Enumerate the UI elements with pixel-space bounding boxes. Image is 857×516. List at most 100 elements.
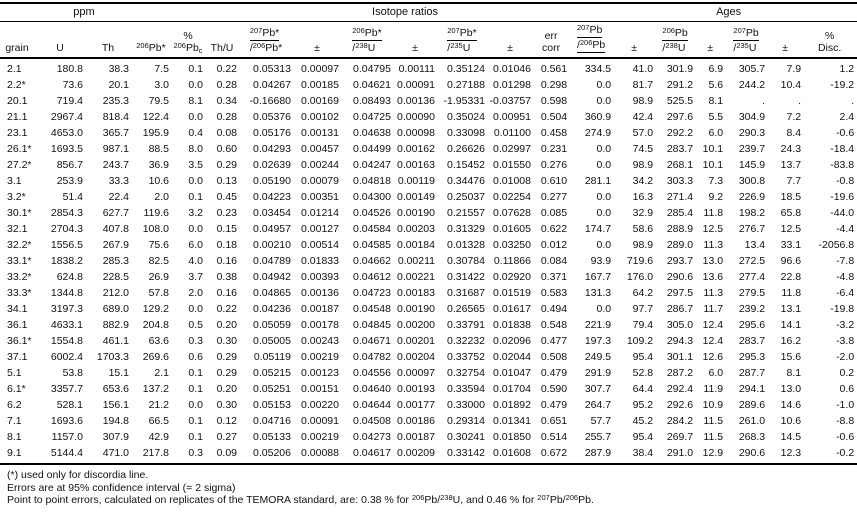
- value-cell: 97.7: [632, 303, 654, 315]
- value-cell: 13.0: [780, 383, 802, 395]
- table-row: 26.1* 1693.5 987.1 88.5 8.0 0.60 0.04293 0.0045…: [0, 141, 857, 157]
- value-cell: 10.4: [780, 79, 802, 91]
- value-cell: 0.01608: [488, 445, 534, 465]
- table-row: 32.2* 1556.5 267.9 75.6 6.0 0.18 0.00210 0.0051…: [0, 237, 857, 253]
- value-cell: 13.4: [744, 239, 766, 251]
- value-cell: 0.22: [216, 63, 237, 75]
- value-cell: 0.27188: [447, 79, 485, 91]
- value-cell: 0.04845: [353, 319, 391, 331]
- value-cell: -3.8: [836, 335, 855, 347]
- value-cell: 0.05215: [253, 367, 291, 379]
- value-cell: 0.16: [216, 255, 237, 267]
- value-cell: 0.04223: [253, 191, 291, 203]
- value-cell: 0.04612: [353, 271, 391, 283]
- grain-cell: 21.1: [7, 111, 28, 123]
- value-cell: 10.6: [780, 415, 802, 427]
- value-cell: 1556.5: [50, 239, 83, 251]
- col-pb206-ppm: 206Pb*: [132, 21, 172, 59]
- value-cell: 2967.4: [50, 111, 83, 123]
- value-cell: -19.8: [830, 303, 855, 315]
- value-cell: 0.02044: [493, 351, 531, 363]
- value-cell: 0.05153: [253, 399, 291, 411]
- value-cell: 79.5: [148, 95, 169, 107]
- value-cell: -3.2: [836, 319, 855, 331]
- grain-cell: 5.1: [7, 367, 22, 379]
- value-cell: 2.0: [154, 191, 169, 203]
- value-cell: 11.9: [703, 383, 724, 395]
- value-cell: 0.00185: [301, 79, 339, 91]
- value-cell: 0.00136: [397, 95, 435, 107]
- value-cell: 334.5: [584, 63, 612, 75]
- value-cell: 0.00127: [301, 223, 339, 235]
- value-cell: 290.3: [738, 127, 766, 139]
- value-cell: 33.3: [108, 175, 129, 187]
- value-cell: 689.0: [102, 303, 129, 315]
- value-cell: 0.01892: [493, 399, 531, 411]
- value-cell: 13.1: [780, 303, 802, 315]
- value-cell: 0.0: [596, 303, 612, 315]
- value-cell: 34.2: [632, 175, 654, 187]
- value-cell: -19.2: [830, 79, 855, 91]
- col-pm-4: ±: [614, 21, 657, 59]
- col-pm-3: ±: [488, 21, 534, 59]
- col-age-207-206: 207Pb/206Pb: [570, 21, 615, 59]
- value-cell: 11.5: [703, 431, 724, 443]
- value-cell: 15.1: [108, 367, 129, 379]
- value-cell: -0.8: [836, 175, 855, 187]
- value-cell: 0.1: [188, 415, 203, 427]
- value-cell: 45.2: [632, 415, 654, 427]
- value-cell: 818.4: [102, 111, 129, 123]
- value-cell: 0.04293: [253, 143, 291, 155]
- value-cell: 0.08493: [353, 95, 391, 107]
- value-cell: 0.02920: [493, 271, 531, 283]
- value-cell: 0.29: [216, 159, 237, 171]
- upb-isotope-table: ppm Isotope ratios Ages grain U Th 206Pb…: [0, 2, 857, 465]
- value-cell: 0.00514: [301, 239, 339, 251]
- value-cell: 22.8: [780, 271, 802, 283]
- value-cell: .: [851, 95, 855, 107]
- value-cell: 0.6: [839, 383, 855, 395]
- value-cell: 0.00220: [301, 399, 339, 411]
- value-cell: 204.8: [142, 319, 169, 331]
- value-cell: 0.04526: [353, 207, 391, 219]
- value-cell: 12.9: [696, 445, 727, 465]
- value-cell: 95.4: [632, 431, 654, 443]
- col-ratio-207-206: 207Pb*/206Pb*: [240, 21, 294, 59]
- value-cell: 0.00136: [301, 287, 339, 299]
- value-cell: 0.00163: [397, 159, 435, 171]
- value-cell: 0.23: [216, 207, 237, 219]
- value-cell: -4.4: [836, 223, 855, 235]
- value-cell: 290.6: [666, 271, 694, 283]
- value-cell: 57.8: [148, 287, 169, 299]
- value-cell: 0.00090: [397, 111, 435, 123]
- value-cell: 0.00131: [301, 127, 339, 139]
- value-cell: 0.04789: [253, 255, 291, 267]
- value-cell: 15.6: [780, 351, 802, 363]
- value-cell: 0.00351: [301, 191, 339, 203]
- value-cell: 167.7: [584, 271, 612, 283]
- col-th: Th: [86, 21, 132, 59]
- value-cell: 0.01298: [493, 79, 531, 91]
- value-cell: 0.00123: [301, 367, 339, 379]
- value-cell: 0.00187: [397, 431, 435, 443]
- value-cell: 294.3: [666, 335, 694, 347]
- value-cell: 243.7: [102, 159, 129, 171]
- value-cell: 8.0: [188, 143, 203, 155]
- value-cell: 297.6: [666, 111, 694, 123]
- value-cell: 0.00244: [301, 159, 339, 171]
- value-cell: 0.22: [216, 303, 237, 315]
- value-cell: 285.3: [102, 255, 129, 267]
- value-cell: 0.00178: [301, 319, 339, 331]
- value-cell: 0.33594: [447, 383, 485, 395]
- value-cell: 0.277: [540, 191, 568, 203]
- value-cell: 10.6: [148, 175, 169, 187]
- table-row: 2.2* 73.6 20.1 3.0 0.0 0.28 0.04267 0.00185 0.04…: [0, 77, 857, 93]
- value-cell: 0.28: [216, 79, 237, 91]
- value-cell: 36.9: [148, 159, 169, 171]
- grain-cell: 9.1: [0, 445, 36, 465]
- value-cell: 0.00201: [397, 335, 435, 347]
- value-cell: 0.548: [540, 319, 568, 331]
- value-cell: 52.8: [632, 367, 654, 379]
- value-cell: 3.2: [188, 207, 203, 219]
- value-cell: 2854.3: [50, 207, 83, 219]
